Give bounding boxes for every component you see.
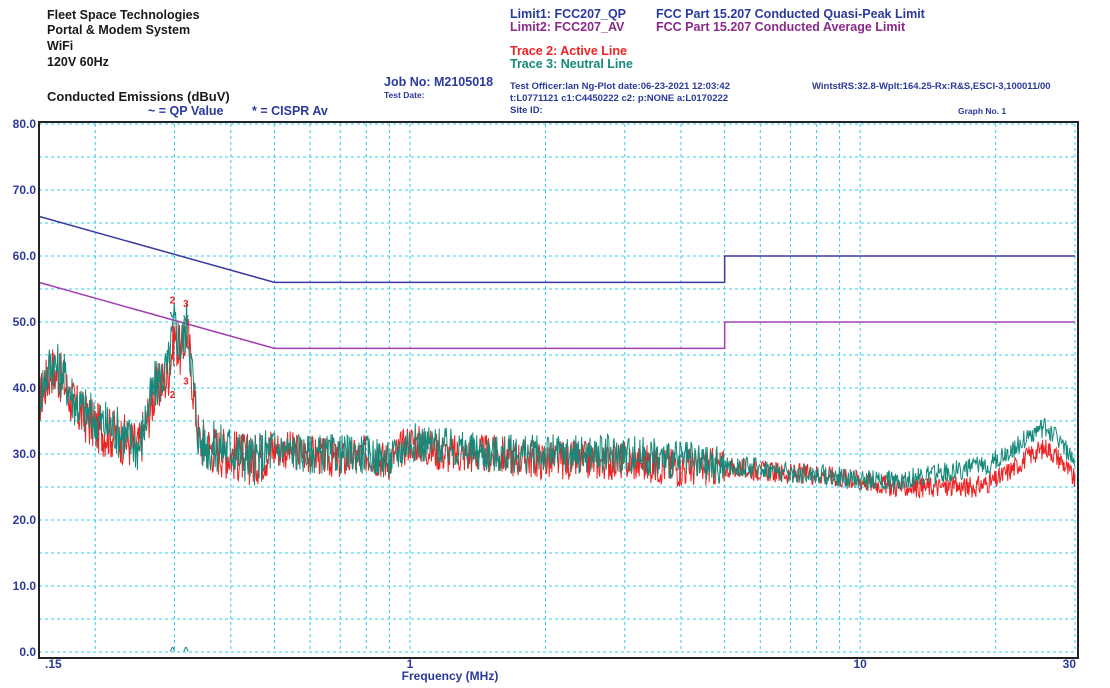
test-mode: WiFi bbox=[47, 39, 74, 53]
marker-label: 3 bbox=[183, 377, 189, 388]
plot-frame bbox=[38, 121, 1079, 659]
job-number: Job No: M2105018 bbox=[384, 75, 494, 89]
marker-label: 3 bbox=[183, 299, 189, 310]
y-tick-label: 80.0 bbox=[13, 117, 37, 131]
limit1-description: FCC Part 15.207 Conducted Quasi-Peak Lim… bbox=[656, 7, 925, 21]
company-name: Fleet Space Technologies bbox=[47, 8, 200, 22]
y-tick-label: 10.0 bbox=[13, 579, 37, 593]
y-tick-label: 60.0 bbox=[13, 249, 37, 263]
marker-qp-symbol: v bbox=[170, 310, 176, 321]
wintst-info: WintstRS:32.8-Wplt:164.25-Rx:R&S,ESCI-3,… bbox=[812, 81, 1051, 92]
marker-qp-symbol: v bbox=[183, 313, 189, 324]
limit2-description: FCC Part 15.207 Conducted Average Limit bbox=[656, 20, 906, 34]
av-legend: * = CISPR Av bbox=[252, 104, 328, 118]
y-tick-label: 0.0 bbox=[19, 645, 36, 659]
y-tick-label: 30.0 bbox=[13, 447, 37, 461]
y-tick-label: 20.0 bbox=[13, 513, 37, 527]
limit2-label: Limit2: FCC207_AV bbox=[510, 20, 625, 34]
test-officer-line: Test Officer:Ian Ng-Plot date:06-23-2021… bbox=[510, 81, 730, 92]
limit-line-fcc207_av bbox=[38, 281, 1075, 350]
marker-label: 2 bbox=[170, 390, 176, 401]
y-tick-label: 50.0 bbox=[13, 315, 37, 329]
graph-number: Graph No. 1 bbox=[958, 106, 1007, 116]
x-tick-label: 1 bbox=[407, 657, 414, 671]
y-tick-label: 40.0 bbox=[13, 381, 37, 395]
site-id: Site ID: bbox=[510, 105, 543, 116]
marker-axis-caret: ^ bbox=[183, 646, 189, 657]
grid bbox=[38, 123, 1076, 653]
traces bbox=[38, 302, 1076, 499]
limit-line-fcc207_qp bbox=[38, 215, 1075, 284]
peak-markers: 2v^3v^23 bbox=[170, 296, 189, 657]
trace-3 bbox=[38, 302, 1076, 491]
product-name: Portal & Modem System bbox=[47, 23, 191, 37]
limit-lines bbox=[38, 215, 1075, 350]
x-tick-label: 30 bbox=[1063, 657, 1077, 671]
trace3-label: Trace 3: Neutral Line bbox=[510, 57, 633, 71]
qp-legend: ~ = QP Value bbox=[148, 104, 224, 118]
x-tick-label: 10 bbox=[854, 657, 868, 671]
x-tick-label: .15 bbox=[45, 657, 62, 671]
x-axis-label: Frequency (MHz) bbox=[402, 669, 499, 683]
measurement-title: Conducted Emissions (dBuV) bbox=[47, 89, 230, 104]
y-tick-label: 70.0 bbox=[13, 183, 37, 197]
limit1-label: Limit1: FCC207_QP bbox=[510, 7, 627, 21]
trace2-label: Trace 2: Active Line bbox=[510, 44, 627, 58]
tick-labels: 0.0 10.0 20.0 30.0 40.0 50.0 60.0 70.0 80.0 .15 1 1… bbox=[13, 117, 1077, 671]
marker-axis-caret: ^ bbox=[170, 646, 176, 657]
calibration-line: t:L0771121 c1:C4450222 c2: p:NONE a:L017… bbox=[510, 93, 729, 104]
test-date: Test Date: bbox=[384, 90, 425, 100]
power-supply: 120V 60Hz bbox=[47, 55, 109, 69]
marker-label: 2 bbox=[170, 296, 176, 307]
trace-2 bbox=[38, 318, 1076, 499]
